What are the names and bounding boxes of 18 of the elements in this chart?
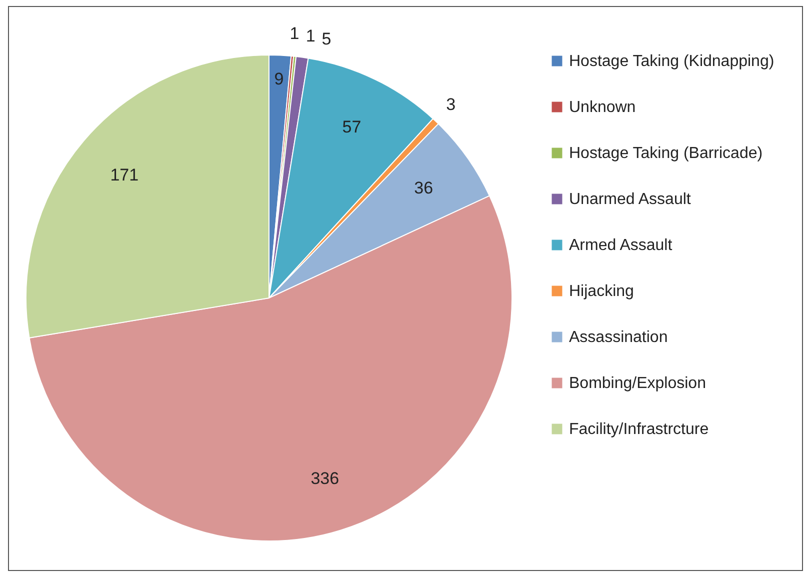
legend-label: Unknown — [569, 99, 636, 116]
data-label: 9 — [274, 70, 284, 89]
data-label: 1 — [290, 24, 300, 44]
data-label: 5 — [322, 29, 332, 48]
legend-label: Assassination — [569, 329, 668, 346]
data-label: 36 — [414, 178, 434, 198]
legend-label: Bombing/Explosion — [569, 375, 706, 392]
legend-label: Facility/Infrastrcture — [569, 421, 709, 438]
legend-label: Hijacking — [569, 283, 634, 300]
legend-label: Unarmed Assault — [569, 191, 692, 208]
legend-label: Hostage Taking (Barricade) — [569, 145, 763, 162]
data-label: 57 — [342, 117, 362, 136]
data-label: 3 — [446, 95, 456, 114]
data-label: 1 — [306, 26, 316, 46]
legend-label: Hostage Taking (Kidnapping) — [569, 53, 774, 70]
data-label: 336 — [310, 469, 340, 488]
data-label: 171 — [110, 165, 139, 184]
legend-label: Armed Assault — [569, 237, 673, 254]
